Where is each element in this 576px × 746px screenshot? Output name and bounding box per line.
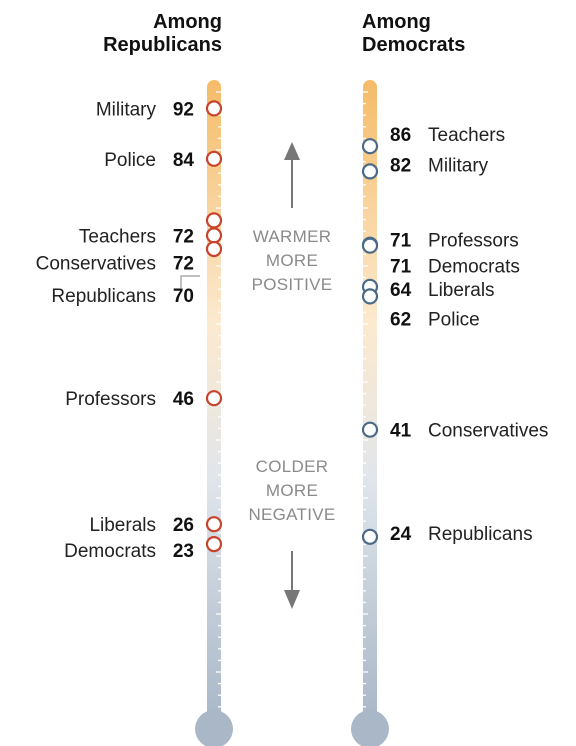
value-label-democrats-police: 62 bbox=[390, 309, 411, 330]
category-label-democrats-professors: Professors bbox=[428, 231, 519, 252]
category-label-democrats-republicans: Republicans bbox=[428, 524, 533, 545]
category-label-democrats-democrats: Democrats bbox=[428, 257, 520, 278]
annotation-cold-line-1: COLDER bbox=[256, 457, 329, 476]
category-label-republicans-democrats: Democrats bbox=[64, 541, 156, 562]
value-label-democrats-conservatives: 41 bbox=[390, 421, 412, 442]
data-point-democrats-conservatives bbox=[361, 421, 379, 438]
category-label-democrats-police: Police bbox=[428, 309, 480, 330]
data-point-republicans-professors bbox=[205, 390, 223, 407]
category-label-republicans-conservatives: Conservatives bbox=[36, 253, 156, 274]
panel-title-republicans-line-1: Among bbox=[153, 11, 222, 33]
value-label-democrats-republicans: 24 bbox=[390, 524, 412, 545]
annotation-cold-line-3: NEGATIVE bbox=[248, 505, 335, 524]
data-point-republicans-police bbox=[205, 150, 223, 167]
data-point-democrats-republicans bbox=[361, 528, 379, 545]
arrow-down-icon bbox=[284, 590, 300, 609]
category-label-democrats-conservatives: Conservatives bbox=[428, 421, 548, 442]
value-label-republicans-conservatives: 72 bbox=[173, 253, 194, 274]
value-label-republicans-liberals: 26 bbox=[173, 515, 194, 536]
category-label-republicans-liberals: Liberals bbox=[89, 515, 156, 536]
value-label-republicans-republicans: 70 bbox=[173, 286, 194, 307]
value-label-democrats-military: 82 bbox=[390, 155, 411, 176]
annotation-warm-line-1: WARMER bbox=[253, 227, 332, 246]
category-label-republicans-police: Police bbox=[104, 150, 156, 171]
category-label-democrats-liberals: Liberals bbox=[428, 280, 495, 301]
leader-line-republicans bbox=[180, 275, 200, 288]
annotation-warm-line-2: MORE bbox=[266, 251, 318, 270]
annotation-warm-line-3: POSITIVE bbox=[252, 275, 333, 294]
category-label-republicans-republicans: Republicans bbox=[51, 286, 156, 307]
category-label-republicans-military: Military bbox=[96, 99, 157, 120]
category-label-republicans-professors: Professors bbox=[65, 389, 156, 410]
panel-title-democrats-line-2: Democrats bbox=[362, 34, 465, 56]
thermometer-bulb-republicans bbox=[195, 710, 233, 746]
data-point-democrats-democrats bbox=[361, 237, 379, 254]
value-label-democrats-teachers: 86 bbox=[390, 125, 411, 146]
data-point-republicans-liberals bbox=[205, 516, 223, 533]
data-point-democrats-military bbox=[361, 163, 379, 180]
category-label-republicans-teachers: Teachers bbox=[79, 226, 156, 247]
panel-title-democrats-line-1: Among bbox=[362, 11, 431, 33]
arrow-up-icon bbox=[284, 142, 300, 160]
data-point-republicans-republicans bbox=[205, 240, 223, 258]
value-label-republicans-teachers: 72 bbox=[173, 226, 194, 247]
value-label-democrats-professors: 71 bbox=[390, 231, 412, 252]
value-label-republicans-police: 84 bbox=[173, 150, 195, 171]
value-label-republicans-military: 92 bbox=[173, 99, 194, 120]
category-label-democrats-military: Military bbox=[428, 155, 489, 176]
panel-title-republicans-line-2: Republicans bbox=[103, 34, 222, 56]
value-label-republicans-democrats: 23 bbox=[173, 541, 194, 562]
data-point-republicans-conservatives bbox=[205, 227, 223, 244]
data-point-republicans-democrats bbox=[205, 535, 223, 553]
data-point-republicans-military bbox=[205, 100, 223, 117]
value-label-democrats-democrats: 71 bbox=[390, 257, 412, 278]
data-point-democrats-police bbox=[361, 288, 379, 305]
data-point-republicans-teachers bbox=[205, 212, 223, 229]
annotation-cold-line-2: MORE bbox=[266, 481, 318, 500]
thermometer-bulb-democrats bbox=[351, 710, 389, 746]
value-label-democrats-liberals: 64 bbox=[390, 280, 412, 301]
value-label-republicans-professors: 46 bbox=[173, 389, 194, 410]
data-point-democrats-teachers bbox=[361, 138, 379, 155]
category-label-democrats-teachers: Teachers bbox=[428, 125, 505, 146]
